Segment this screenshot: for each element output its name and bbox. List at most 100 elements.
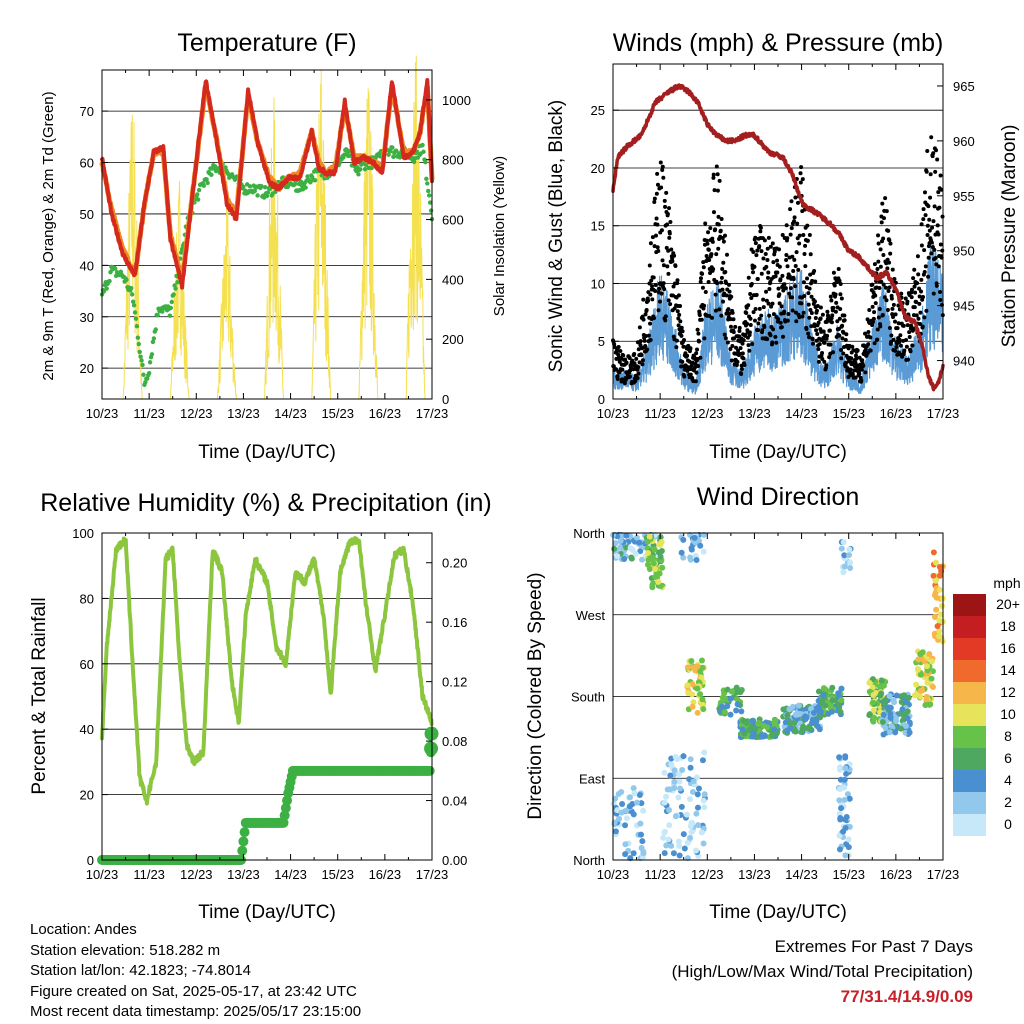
gust-point — [784, 257, 789, 262]
gust-point — [828, 294, 833, 299]
dewpoint-point — [426, 193, 432, 198]
x-tick-label: 11/23 — [133, 406, 165, 421]
gust-point — [814, 328, 819, 333]
gust-point — [659, 228, 664, 233]
direction-point — [888, 723, 895, 730]
direction-tick-label: South — [571, 690, 605, 705]
legend-label: 4 — [1004, 772, 1012, 788]
gust-point — [872, 262, 877, 267]
direction-point — [841, 563, 848, 570]
gust-point — [802, 293, 807, 298]
gust-point — [878, 264, 883, 269]
dewpoint-point — [362, 166, 368, 172]
gust-point — [777, 301, 782, 306]
direction-point — [724, 703, 731, 710]
gust-point — [876, 241, 881, 246]
gust-point — [905, 299, 910, 304]
direction-point — [678, 803, 685, 810]
gust-point — [737, 328, 742, 333]
dewpoint-point — [391, 154, 396, 159]
legend-title: mph — [993, 575, 1020, 591]
gust-point — [916, 272, 921, 277]
gust-point — [925, 232, 930, 237]
direction-point — [659, 564, 666, 571]
gust-point — [641, 297, 646, 302]
gust-point — [875, 327, 880, 332]
gust-point — [745, 321, 750, 326]
gust-point — [863, 347, 868, 352]
gust-point — [906, 357, 911, 362]
direction-point — [693, 810, 700, 817]
direction-point — [838, 805, 845, 812]
gust-point — [740, 351, 745, 356]
gust-point — [640, 314, 645, 319]
x-tick-label: 10/23 — [597, 406, 630, 421]
gust-point — [634, 356, 639, 361]
gust-point — [646, 333, 651, 338]
direction-point — [846, 546, 853, 553]
direction-point — [836, 832, 843, 839]
gust-point — [676, 323, 681, 328]
direction-point — [733, 707, 740, 714]
dewpoint-point — [427, 200, 433, 205]
gust-point — [710, 239, 715, 244]
direction-point — [633, 799, 640, 806]
dewpoint-point — [428, 208, 434, 213]
dewpoint-point — [104, 286, 109, 291]
gust-point — [926, 204, 931, 209]
gust-point — [748, 316, 753, 321]
gust-point — [889, 296, 894, 301]
gust-point — [938, 173, 943, 178]
gust-point — [922, 315, 927, 320]
dewpoint-point — [101, 289, 107, 294]
gust-point — [750, 342, 755, 347]
dewpoint-point — [201, 183, 207, 188]
direction-point — [672, 813, 679, 820]
x-tick-label: 17/23 — [416, 867, 449, 882]
gust-point — [652, 196, 657, 201]
gust-point — [627, 374, 632, 379]
direction-point — [631, 790, 638, 797]
dewpoint-point — [303, 185, 308, 190]
gust-point — [934, 283, 939, 288]
direction-point — [661, 799, 668, 806]
y2-tick-label: 965 — [953, 79, 975, 94]
sonic-wind-line — [612, 241, 944, 395]
y2-tick-label: 400 — [442, 272, 464, 287]
gust-point — [870, 282, 875, 287]
gust-point — [870, 320, 875, 325]
gust-point — [693, 379, 698, 384]
x-tick-label: 11/23 — [133, 867, 165, 882]
gust-point — [635, 376, 640, 381]
gust-point — [909, 295, 914, 300]
direction-point — [846, 552, 853, 559]
direction-point — [695, 822, 702, 829]
gust-point — [792, 215, 797, 220]
gust-point — [881, 282, 886, 287]
gust-point — [887, 238, 892, 243]
direction-point — [800, 723, 807, 730]
gust-point — [667, 235, 672, 240]
gust-point — [738, 346, 743, 351]
gust-point — [917, 301, 922, 306]
gust-point — [721, 299, 726, 304]
gust-point — [751, 249, 756, 254]
dewpoint-point — [145, 376, 150, 381]
direction-point — [878, 678, 885, 685]
direction-point — [699, 757, 706, 764]
winds-ylabel-left: Sonic Wind & Gust (Blue, Black) — [546, 100, 567, 372]
gust-point — [655, 171, 660, 176]
gust-point — [884, 209, 889, 214]
dewpoint-point — [209, 172, 214, 177]
extremes-subheading: (High/Low/Max Wind/Total Precipitation) — [671, 962, 973, 981]
direction-tick-label: North — [573, 526, 605, 541]
gust-point — [788, 232, 793, 237]
gust-point — [886, 289, 891, 294]
gust-point — [808, 252, 813, 257]
gust-point — [759, 249, 764, 254]
direction-point — [937, 611, 944, 618]
direction-point — [760, 722, 767, 729]
x-tick-label: 15/23 — [832, 406, 865, 421]
direction-point — [676, 842, 683, 849]
